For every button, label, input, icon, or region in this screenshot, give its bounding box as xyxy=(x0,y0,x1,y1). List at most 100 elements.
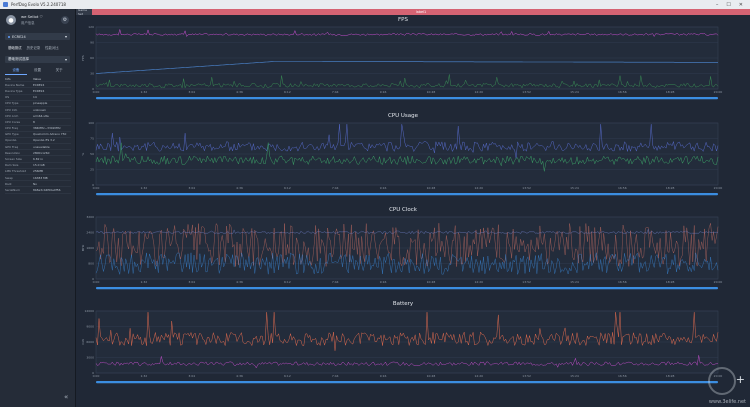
time-scrollbar-handle[interactable] xyxy=(96,287,718,290)
table-row: CPU Freq 384MHz~3302MHz xyxy=(5,125,71,132)
maximize-icon[interactable]: ☐ xyxy=(726,1,731,8)
info-tab-device[interactable]: 设备 xyxy=(5,67,27,75)
info-value: 256MB xyxy=(33,168,71,176)
info-value: 2800x1260 xyxy=(33,149,71,157)
watermark-logo xyxy=(708,367,736,395)
chart-panel-cpu-clock: CPU Clock 3200 2400 1600 800 0 MHz 0:00 1:32 3:04… xyxy=(78,207,728,301)
x-tick-label: 6:12 xyxy=(284,186,291,190)
table-row: OS 14 xyxy=(5,94,71,101)
chevron-down-icon: ▾ xyxy=(64,57,67,62)
x-tick-label: 10:48 xyxy=(427,280,436,284)
info-value: pineapple xyxy=(33,100,71,107)
info-value: 15.0 GB xyxy=(33,162,71,169)
info-key: Info xyxy=(5,76,33,83)
x-tick-label: 3:04 xyxy=(188,374,195,378)
series-line xyxy=(95,312,719,351)
user-info: we Sellot ♡ 用户信息 xyxy=(21,14,43,26)
info-value: 8b8e3c44f00e0f56 xyxy=(33,186,71,194)
gear-icon[interactable]: ⚙ xyxy=(61,16,69,24)
info-key: CPU Type xyxy=(5,100,33,107)
x-tick-label: 9:16 xyxy=(380,90,387,94)
close-icon[interactable]: ✕ xyxy=(738,1,743,8)
x-tick-label: 12:20 xyxy=(474,280,483,284)
y-tick-label: 9000 xyxy=(86,325,94,329)
x-tick-label: 18:28 xyxy=(666,186,675,190)
info-tabs: 设备 设置 关于 xyxy=(5,67,70,75)
series-line xyxy=(95,228,719,235)
table-header: Info Value xyxy=(5,76,71,83)
app-logo-icon xyxy=(3,2,8,7)
y-tick-label: 3200 xyxy=(86,215,94,219)
time-scrollbar-handle[interactable] xyxy=(96,97,718,100)
info-value: ECRE24 xyxy=(33,81,71,89)
side-tab-history[interactable]: 历史记录 xyxy=(26,46,41,50)
info-key: Device Name xyxy=(5,81,33,89)
window-controls: – ☐ ✕ xyxy=(716,2,747,8)
info-key: Screen Size xyxy=(5,155,33,163)
device-dropdown[interactable]: ECRE24 ▾ xyxy=(5,33,70,40)
info-key: GPU Freq xyxy=(5,143,33,151)
device-name: ECRE24 xyxy=(12,34,26,39)
user-row[interactable]: ● we Sellot ♡ 用户信息 ⚙ xyxy=(0,9,75,31)
info-key: OpenGL xyxy=(5,137,33,145)
y-tick-label: 0 xyxy=(92,87,94,91)
chart-title: CPU Usage xyxy=(387,113,419,119)
info-key: CPU Freq xyxy=(5,125,33,132)
info-key: Root xyxy=(5,180,33,188)
time-scrollbar-handle[interactable] xyxy=(96,381,718,384)
x-tick-label: 7:44 xyxy=(332,90,339,94)
window-title: PerfDog Evolo V5.2.240718 xyxy=(11,2,66,7)
x-tick-label: 9:16 xyxy=(380,186,387,190)
avatar[interactable]: ● xyxy=(6,15,16,25)
x-tick-label: 1:32 xyxy=(140,90,147,94)
y-tick-label: 1600 xyxy=(86,246,94,250)
table-row: CPU Info unknown xyxy=(5,106,71,114)
table-row: Swap 16383 MB xyxy=(5,174,71,182)
y-tick-label: 30 xyxy=(90,72,94,76)
device-status-icon xyxy=(8,35,10,38)
series-line xyxy=(95,223,719,267)
y-tick-label: 3000 xyxy=(86,356,94,360)
info-tab-settings[interactable]: 设置 xyxy=(34,68,41,72)
add-icon[interactable]: + xyxy=(735,373,745,386)
info-key: Resolution xyxy=(5,149,33,157)
table-row: CPU Arch arm64-v8a xyxy=(5,112,71,120)
tab-label1[interactable]: label1 xyxy=(92,9,750,15)
x-tick-label: 12:20 xyxy=(474,186,483,190)
x-tick-label: 18:28 xyxy=(666,374,675,378)
x-tick-label: 3:04 xyxy=(188,90,195,94)
right-toolbar: + xyxy=(728,15,750,407)
y-tick-label: 90 xyxy=(90,41,94,45)
side-tab-compare[interactable]: 性能对比 xyxy=(45,46,59,50)
info-value: 16383 MB xyxy=(33,174,71,182)
table-row: Ram Size 15.0 GB xyxy=(5,162,71,169)
tab-game-set[interactable]: Game Set xyxy=(76,8,92,16)
table-row: GPU Freq unavailable xyxy=(5,143,71,151)
info-value: unavailable xyxy=(33,143,71,151)
table-row: Root No xyxy=(5,180,71,188)
collapse-sidebar-icon[interactable]: « xyxy=(64,393,69,401)
minimize-icon[interactable]: – xyxy=(715,1,719,8)
info-value: unknown xyxy=(33,106,71,114)
info-tab-about[interactable]: 关于 xyxy=(55,68,63,72)
table-row: SerialNum 8b8e3c44f00e0f56 xyxy=(5,186,71,194)
info-value: 384MHz~3302MHz xyxy=(33,125,71,132)
x-tick-label: 10:48 xyxy=(427,186,436,190)
x-tick-label: 4:36 xyxy=(236,280,243,284)
x-tick-label: 12:20 xyxy=(474,374,483,378)
info-key: Ram Size xyxy=(5,162,33,169)
table-row: OpenGL OpenGL ES 3.2 xyxy=(5,137,71,145)
chart-panel-fps: FPS 120 90 60 30 0 FPS 0:00 1:32 3:04 4:36 6:12 7:44… xyxy=(78,17,728,111)
x-tick-label: 15:24 xyxy=(570,374,579,378)
time-scrollbar-handle[interactable] xyxy=(96,193,718,196)
test-select-dropdown[interactable]: 基础测试选择 ▾ xyxy=(5,56,70,63)
y-tick-label: 25 xyxy=(90,168,94,172)
side-tab-basic[interactable]: 基础测试 xyxy=(8,46,22,50)
y-tick-label: 12000 xyxy=(84,309,94,313)
info-value: Value xyxy=(33,76,71,83)
chart-title: FPS xyxy=(398,17,408,23)
y-tick-label: 6000 xyxy=(86,340,94,344)
x-tick-label: 7:44 xyxy=(332,374,339,378)
x-tick-label: 20:00 xyxy=(714,280,723,284)
info-key: SerialNum xyxy=(5,186,33,194)
